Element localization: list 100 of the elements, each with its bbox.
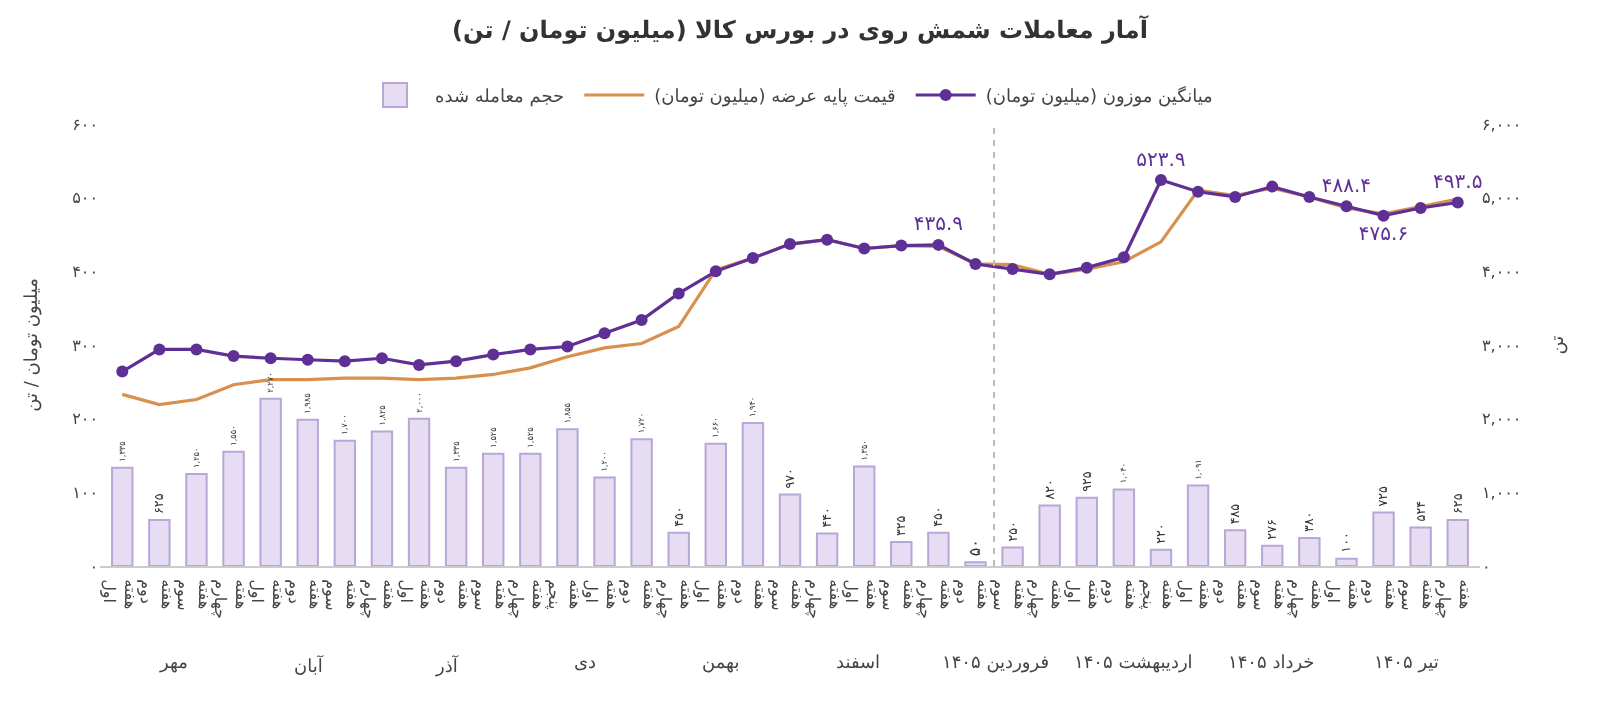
- text: تیر ۱۴۰۵: [1374, 654, 1440, 674]
- y2-tick-label: ۱,۰۰۰: [1482, 483, 1522, 502]
- chart-title: آمار معاملات شمش روی در بورس کالا (میلیون تومان / تن): [452, 14, 1150, 45]
- point: [1006, 263, 1019, 276]
- bar: [296, 418, 319, 566]
- legend-label: میانگین موزون (میلیون تومان): [985, 84, 1214, 109]
- x-tick-label: هفته پنجم: [1138, 579, 1178, 610]
- x-tick-label: هفته دوم: [730, 579, 770, 610]
- bar: [370, 430, 394, 566]
- bar: [630, 438, 653, 566]
- point: [598, 327, 611, 340]
- point: [375, 352, 388, 365]
- x-tick-label: هفته چهارم: [656, 579, 696, 620]
- bar: [111, 466, 134, 566]
- x-tick-label: هفته چهارم: [1286, 579, 1326, 620]
- point: [672, 287, 685, 300]
- text: آذر: [434, 654, 459, 678]
- point: [116, 365, 129, 378]
- point: [1154, 174, 1167, 187]
- x-tick-label: هفته سوم: [322, 579, 362, 612]
- bar: [927, 531, 950, 566]
- y2-tick-label: ۴,۰۰۰: [1482, 262, 1522, 281]
- point: [450, 355, 463, 368]
- bar: [1149, 548, 1173, 566]
- x-tick-label: هفته دوم: [1101, 579, 1141, 610]
- legend-label: حجم معامله شده: [435, 88, 565, 109]
- point: [895, 239, 908, 252]
- bar: [1112, 488, 1136, 566]
- y-tick-label: ۰: [89, 557, 98, 576]
- y-tick-label: ۶۰۰: [72, 115, 98, 134]
- x-tick-label: هفته دوم: [285, 579, 325, 610]
- bar: [1446, 518, 1469, 566]
- bar: [1001, 546, 1024, 566]
- point: [413, 358, 426, 371]
- text: آبان: [294, 654, 324, 678]
- x-tick-label: هفته اول: [396, 579, 436, 610]
- text: فروردین ۱۴۰۵: [942, 654, 1050, 674]
- y2-tick-label: ۵,۰۰۰: [1482, 189, 1522, 208]
- data-label: ۵۰: [966, 539, 985, 557]
- data-label: ۴۸۸.۴: [1321, 175, 1372, 198]
- y2-tick-label: ۰: [1482, 557, 1491, 576]
- point: [1340, 200, 1353, 213]
- bar: [519, 452, 542, 566]
- point: [264, 352, 277, 365]
- point: [487, 348, 500, 361]
- data-label: ۴۷۵.۶: [1358, 224, 1409, 247]
- point: [1266, 180, 1279, 193]
- y2-tick-label: ۲,۰۰۰: [1482, 410, 1522, 429]
- text: اردیبهشت ۱۴۰۵: [1074, 654, 1193, 674]
- point: [524, 343, 537, 356]
- point: [1117, 251, 1130, 264]
- x-tick-label: هفته سوم: [878, 579, 918, 612]
- text: خرداد ۱۴۰۵: [1228, 654, 1315, 674]
- point: [932, 238, 945, 251]
- bar: [333, 439, 357, 566]
- x-tick-label: هفته پنجم: [545, 579, 584, 610]
- x-tick-label: هفته سوم: [767, 579, 807, 612]
- point: [338, 355, 351, 368]
- point: [1377, 209, 1390, 222]
- x-tick-label: هفته دوم: [136, 579, 176, 610]
- data-label: ۴۹۳.۵: [1433, 171, 1483, 194]
- x-tick-label: هفته اول: [248, 579, 288, 610]
- x-tick-label: هفته چهارم: [211, 579, 250, 620]
- point: [561, 340, 574, 353]
- x-tick-label: هفته سوم: [470, 579, 510, 612]
- bar: [407, 417, 431, 566]
- x-tick-label: هفته چهارم: [804, 579, 844, 620]
- bar: [148, 518, 171, 566]
- bar: [778, 493, 802, 566]
- y-tick-label: ۵۰۰: [72, 189, 98, 208]
- y-tick-label: ۱۰۰: [72, 483, 98, 502]
- bar: [482, 452, 505, 566]
- x-tick-label: هفته سوم: [990, 579, 1029, 612]
- point: [1414, 201, 1427, 214]
- x-tick-label: هفته دوم: [619, 579, 659, 610]
- bar: [1261, 544, 1284, 566]
- text: مهر: [158, 654, 189, 674]
- y2-tick-label: ۶,۰۰۰: [1482, 115, 1522, 134]
- x-tick-label: هفته اول: [99, 579, 139, 610]
- point: [969, 257, 982, 270]
- bar: [1223, 529, 1247, 566]
- x-tick-label: هفته چهارم: [507, 579, 547, 620]
- point: [858, 242, 871, 255]
- legend-label: قیمت پایه عرضه (میلیون تومان): [654, 88, 896, 109]
- point: [1303, 190, 1316, 203]
- x-tick-label: هفته اول: [1324, 579, 1363, 610]
- y-tick-label: ۳۰۰: [72, 336, 98, 355]
- y-tick-label: ۴۰۰: [72, 262, 98, 281]
- bar: [1298, 537, 1321, 566]
- bar: [1409, 526, 1432, 566]
- point: [153, 343, 166, 356]
- bar: [185, 472, 208, 566]
- point: [784, 238, 796, 251]
- y-axis-title: میلیون تومان / تن: [22, 277, 43, 412]
- x-tick-label: هفته اول: [1064, 579, 1104, 610]
- x-tick-label: هفته اول: [1175, 579, 1215, 610]
- bar: [815, 532, 839, 566]
- x-tick-label: هفته چهارم: [915, 579, 955, 620]
- point: [821, 233, 834, 246]
- bar: [1372, 511, 1395, 566]
